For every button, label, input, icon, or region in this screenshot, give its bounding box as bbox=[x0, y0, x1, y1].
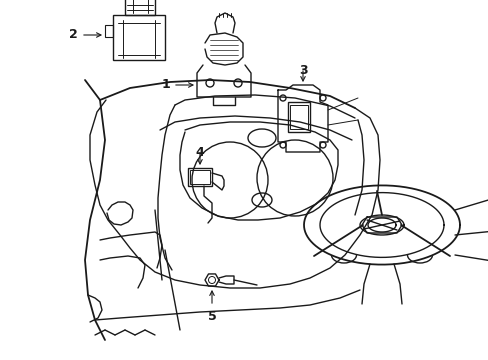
Text: 5: 5 bbox=[207, 310, 216, 323]
Text: 1: 1 bbox=[161, 78, 170, 91]
Text: 4: 4 bbox=[195, 146, 204, 159]
Bar bbox=[113, 15, 164, 60]
Text: 2: 2 bbox=[69, 28, 78, 41]
Text: 3: 3 bbox=[298, 64, 306, 77]
Bar bbox=[125, 0, 155, 15]
Bar bbox=[287, 102, 309, 132]
Bar bbox=[190, 170, 209, 184]
Bar bbox=[289, 105, 307, 129]
Bar bbox=[187, 168, 212, 186]
Bar bbox=[105, 25, 113, 37]
